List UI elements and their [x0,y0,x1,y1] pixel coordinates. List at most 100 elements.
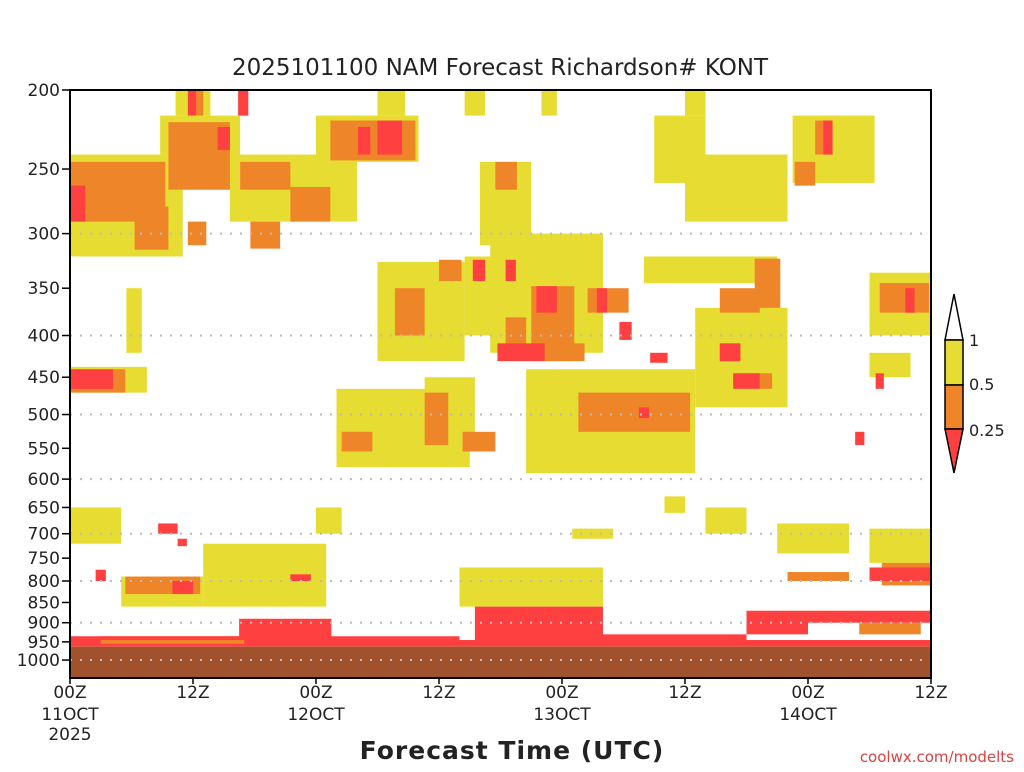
heatmap-cell-r [177,538,187,547]
heatmap-cell-o [330,120,416,161]
heatmap-cell-y [316,507,342,534]
heatmap-cell-r [358,126,371,155]
heatmap-cell-o [250,221,281,249]
heatmap-cell-o [879,283,929,313]
heatmap-cell-r [497,343,545,362]
heatmap-cell-r [172,581,193,595]
legend-swatch-0.25-0.5 [944,384,964,430]
legend-swatch-below-0.25 [944,428,964,474]
y-tick-label: 250 [28,160,60,180]
heatmap-cell-y [685,154,788,222]
heatmap-cell-r [472,259,486,282]
heatmap-cell-r [733,373,760,389]
y-tick-label: 700 [28,525,60,545]
heatmap-cell-o [787,572,849,582]
x-tick-label: 00Z [299,683,332,703]
heatmap-cell-r [239,618,332,641]
x-tick-date: 12OCT [287,705,345,725]
x-tick-label: 12Z [422,683,455,703]
heatmap-cell-r [70,369,114,389]
heatmap-cell-r [474,606,603,641]
y-tick-label: 650 [28,498,60,518]
heatmap-cell-y [126,288,142,353]
heatmap-cell-o [544,343,585,362]
heatmap-cell-y [459,567,603,607]
legend-label: 1 [969,331,979,350]
heatmap-cell-r [238,90,249,116]
heatmap-cell-o [193,90,204,116]
heatmap-cell-r [596,288,608,313]
x-tick-label: 12Z [668,683,701,703]
y-tick-label: 550 [28,439,60,459]
legend-label: 0.25 [969,421,1005,440]
heatmap-cell-o [462,431,496,452]
heatmap-cell-o [424,392,449,446]
heatmap-cell-r [70,185,86,222]
y-tick-label: 900 [28,614,60,634]
y-tick-label: 950 [28,633,60,653]
heatmap-cell-r [187,90,197,116]
y-tick-label: 500 [28,406,60,426]
heatmap-cell-y [664,496,685,513]
heatmap-cell-o [240,161,291,190]
legend-swatch-above-1 [944,293,964,341]
chart-title: 2025101100 NAM Forecast Richardson# KONT [232,55,769,81]
heatmap-cell-y [541,90,557,116]
heatmap-cell-r [505,259,516,282]
heatmap-cell-r [603,634,747,641]
y-tick-label: 200 [28,81,60,101]
heatmap-cell-o [134,206,169,250]
x-tick-label: 00Z [53,683,86,703]
heatmap-cell-r [326,636,460,641]
legend: 1 0.5 0.25 [944,293,1005,474]
heatmap-cell-y [70,507,122,544]
x-tick-label: 12Z [176,683,209,703]
heatmap-cell-r [638,407,650,419]
plot-frame [69,89,932,679]
y-tick-label: 600 [28,470,60,490]
y-tick-label: 850 [28,593,60,613]
y-tick-label: 350 [28,279,60,299]
x-tick-date: 13OCT [533,705,591,725]
heatmap-cell-r [855,431,865,446]
heatmap-cell-r [619,321,632,340]
heatmap-cell-o [794,161,816,186]
heatmap-cell-r [377,120,403,155]
watermark: coolwx.com/modelts [860,748,1014,766]
legend-label: 0.5 [969,375,994,394]
y-tick-label: 400 [28,327,60,347]
x-tick-label: 12Z [914,683,947,703]
heatmap-cell-o [859,622,921,635]
heatmap-cell-y [377,90,406,116]
heatmap-cell-o [578,392,691,432]
heatmap-cell-o [587,288,629,313]
y-axis: 200 250 300 350 400 450 500 550 600 650 700 750 8008… [17,81,70,671]
heatmap-cell-y [869,352,911,378]
heatmap-cell-o [754,258,781,308]
heatmap-cell-y [777,523,849,554]
heatmap-cell-r [158,523,178,534]
heatmap-cell-r [217,126,230,151]
heatmap-cell-o [495,161,517,190]
heatmap-cell-r [290,574,311,582]
y-tick-label: 1000 [17,651,60,671]
heatmap-cell-r [905,288,915,313]
x-tick-date: 11OCT [41,705,99,725]
y-tick-label: 800 [28,572,60,592]
y-tick-label: 300 [28,225,60,245]
heatmap-cell-y [572,528,614,539]
y-tick-label: 450 [28,368,60,388]
heatmap-cell-r [869,567,931,582]
ground-below-surface [70,646,931,678]
legend-swatch-0.5-1 [944,339,964,386]
heatmap-cell-y [695,307,788,408]
heatmap-cell-y [336,388,470,468]
heatmap-cell-y [705,507,747,534]
heatmap-cell-r [536,286,557,313]
heatmap-cells [70,90,931,678]
heatmap-cell-y [464,90,486,116]
x-axis-label: Forecast Time (UTC) [360,736,665,765]
heatmap-cell-r [70,640,931,647]
